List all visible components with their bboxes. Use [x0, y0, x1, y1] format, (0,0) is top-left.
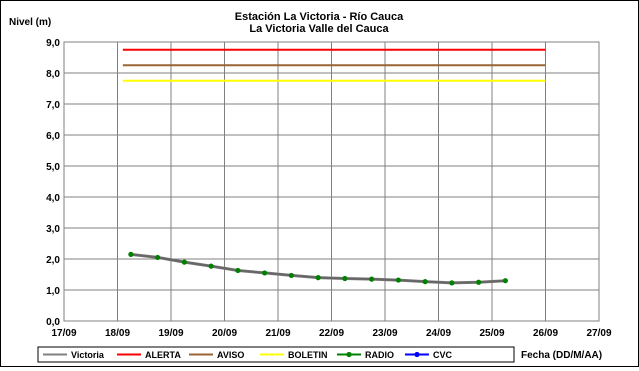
y-tick-label: 9,0 — [46, 38, 60, 49]
data-point-radio — [502, 278, 508, 284]
threshold-lines — [122, 48, 546, 82]
x-tick-label: 21/09 — [265, 328, 290, 339]
x-tick-label: 19/09 — [158, 328, 183, 339]
data-point-radio — [181, 259, 187, 265]
x-tick-label: 24/09 — [426, 328, 451, 339]
y-tick-label: 2,0 — [46, 255, 60, 266]
y-tick-label: 7,0 — [46, 100, 60, 111]
data-point-radio — [449, 280, 455, 286]
legend-marker-cvc — [414, 351, 420, 358]
x-tick-label: 17/09 — [51, 328, 76, 339]
y-tick-label: 3,0 — [46, 224, 60, 235]
data-point-radio — [476, 279, 482, 285]
legend-marker-radio — [346, 351, 352, 358]
x-tick-label: 26/09 — [533, 328, 558, 339]
y-tick-label: 8,0 — [46, 69, 60, 80]
data-point-radio — [342, 275, 348, 282]
data-point-radio — [155, 254, 161, 261]
legend-label-boletin: BOLETIN — [288, 350, 328, 360]
data-point-radio — [288, 272, 294, 279]
data-point-radio — [208, 263, 214, 269]
x-tick-label: 27/09 — [586, 328, 611, 339]
y-tick-label: 0,0 — [46, 317, 60, 328]
x-tick-label: 18/09 — [105, 328, 130, 339]
y-tick-label: 1,0 — [46, 286, 60, 297]
data-point-radio — [369, 276, 375, 282]
y-tick-labels: 0,0 1,0 2,0 3,0 4,0 5,0 6,0 7,0 8,0 9,0 — [46, 38, 60, 328]
chart-subtitle: La Victoria Valle del Cauca — [249, 23, 389, 35]
legend-label-aviso: AVISO — [217, 350, 244, 360]
data-point-radio — [262, 270, 268, 276]
y-tick-label: 5,0 — [46, 162, 60, 173]
data-point-radio — [235, 267, 241, 274]
x-tick-label: 23/09 — [372, 328, 397, 339]
y-axis-title: Nivel (m) — [9, 17, 51, 28]
plot-area — [63, 41, 600, 322]
y-tick-label: 4,0 — [46, 193, 60, 204]
x-tick-labels: 17/09 18/09 19/09 20/09 21/09 22/09 23/09 24/09… — [51, 328, 611, 339]
x-axis-title: Fecha (DD/M/AA) — [521, 350, 602, 361]
data-point-radio — [422, 279, 428, 285]
data-point-radio — [315, 275, 321, 281]
legend-label-alerta: ALERTA — [145, 350, 181, 360]
legend-label-victoria: Victoria — [71, 350, 105, 360]
data-point-radio — [128, 251, 134, 257]
x-tick-label: 20/09 — [212, 328, 237, 339]
legend-label-radio: RADIO — [365, 350, 394, 360]
x-tick-label: 22/09 — [319, 328, 344, 339]
legend: Victoria ALERTA AVISO BOLETIN RADIO CVC — [43, 350, 453, 360]
y-tick-label: 6,0 — [46, 131, 60, 142]
chart-title: Estación La Victoria - Río Cauca — [235, 11, 404, 23]
legend-label-cvc: CVC — [433, 350, 453, 360]
x-tick-label: 25/09 — [479, 328, 504, 339]
series-lines — [128, 251, 508, 286]
data-point-radio — [395, 277, 401, 283]
